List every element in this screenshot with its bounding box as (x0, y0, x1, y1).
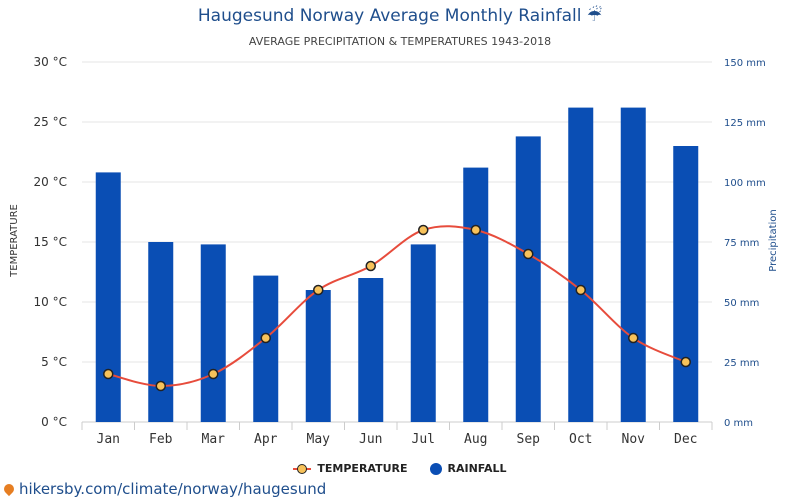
temperature-point (155, 380, 166, 392)
chart-subtitle: AVERAGE PRECIPITATION & TEMPERATURES 194… (248, 35, 552, 48)
chart-title: Haugesund Norway Average Monthly Rainfal… (197, 6, 603, 26)
rainfall-bar (253, 275, 279, 422)
rainfall-bar (148, 242, 174, 422)
legend-label-temperature: TEMPERATURE (317, 462, 408, 475)
rainfall-bar (463, 167, 489, 422)
x-tick-label: Feb (149, 432, 173, 447)
location-pin-icon (1, 481, 17, 497)
legend-item-rainfall[interactable]: RAINFALL (429, 462, 507, 475)
temperature-point (313, 284, 324, 296)
source-link-text: hikersby.com/climate/norway/haugesund (19, 480, 327, 498)
chart-plot: 0 °C 0 mm 5 °C 25 mm 10 °C 50 mm 15 °C 75 mm 20 … (34, 55, 766, 447)
x-tick-label: Mar (202, 432, 226, 447)
source-link[interactable]: hikersby.com/climate/norway/haugesund (1, 480, 327, 498)
left-tick-label: 25 °C (34, 115, 67, 129)
x-tick-label: Oct (569, 432, 592, 447)
temperature-point (628, 332, 639, 344)
temperature-point (470, 224, 481, 236)
temperature-point (103, 368, 114, 380)
x-tick-label: Jan (97, 432, 120, 447)
legend-item-temperature[interactable]: TEMPERATURE (293, 462, 408, 475)
temperature-legend-icon (293, 463, 312, 474)
left-tick-label: 20 °C (34, 175, 67, 189)
right-tick-label: 50 mm (724, 298, 759, 309)
temperature-point (575, 284, 586, 296)
x-tick-label: Jul (412, 432, 435, 447)
right-axis-label: Precipitation (767, 209, 779, 272)
rainfall-bar (410, 244, 436, 422)
rainfall-bar (305, 290, 331, 422)
temperature-point (260, 332, 271, 344)
x-tick-label: Dec (674, 432, 697, 447)
rainfall-bar (95, 172, 121, 422)
rainfall-bar (568, 107, 594, 422)
right-tick-label: 75 mm (724, 238, 759, 249)
temperature-point (680, 356, 691, 368)
rainfall-bar (358, 278, 384, 422)
legend-label-rainfall: RAINFALL (447, 462, 507, 475)
right-tick-label: 25 mm (724, 358, 759, 369)
right-tick-label: 100 mm (724, 178, 766, 189)
left-axis-label: TEMPERATURE (8, 204, 20, 277)
right-tick-label: 150 mm (724, 58, 766, 69)
left-tick-label: 10 °C (34, 295, 67, 309)
x-tick-label: Nov (622, 432, 646, 447)
x-tick-label: May (307, 432, 331, 447)
temperature-point (523, 248, 534, 260)
left-tick-label: 30 °C (34, 55, 67, 69)
x-tick-label: Aug (464, 432, 487, 447)
left-tick-label: 0 °C (41, 415, 67, 429)
x-tick-label: Jun (359, 432, 382, 447)
temperature-point (208, 368, 219, 380)
rainfall-bar (620, 107, 646, 422)
rainfall-legend-icon (429, 462, 442, 475)
left-tick-label: 5 °C (41, 355, 67, 369)
chart-legend: TEMPERATURE RAINFALL (0, 462, 800, 475)
temperature-point (365, 260, 376, 272)
rainfall-bar (200, 244, 226, 422)
right-tick-label: 0 mm (724, 418, 753, 429)
rainfall-bar (515, 136, 541, 422)
right-tick-label: 125 mm (724, 118, 766, 129)
left-tick-label: 15 °C (34, 235, 67, 249)
x-tick-label: Apr (254, 432, 278, 447)
x-tick-label: Sep (517, 432, 541, 447)
rainfall-bar (673, 146, 699, 422)
temperature-point (418, 224, 429, 236)
